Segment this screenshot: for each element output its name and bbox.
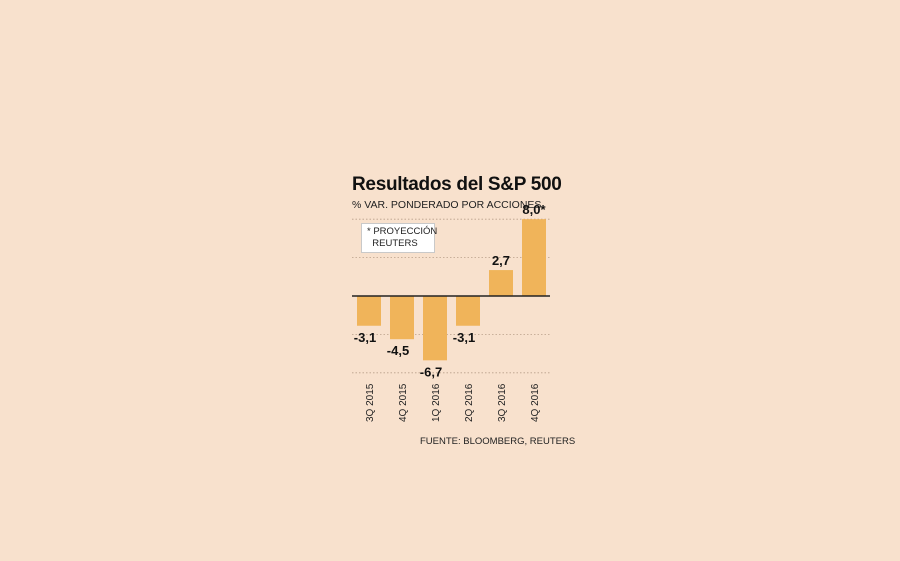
category-label: 3Q 2016	[497, 383, 508, 422]
bar-4q-2015	[390, 296, 414, 340]
gridlines	[352, 218, 550, 374]
value-label: -4,5	[387, 343, 409, 358]
value-label: -3,1	[354, 330, 376, 345]
bar-3q-2015	[357, 296, 381, 326]
source-note: FUENTE: BLOOMBERG, REUTERS	[420, 436, 576, 447]
category-labels: 3Q 2015 4Q 2015 1Q 2016 2Q 2016 3Q 2016 4Q 20…	[365, 383, 541, 422]
category-label: 4Q 2015	[398, 383, 409, 422]
bar-3q-2016	[489, 270, 513, 296]
value-label: -3,1	[453, 330, 475, 345]
category-label: 4Q 2016	[530, 383, 541, 422]
value-label: -6,7	[420, 364, 442, 379]
category-label: 3Q 2015	[365, 383, 376, 422]
bar-2q-2016	[456, 296, 480, 326]
value-labels: -3,1 -4,5 -6,7 -3,1 2,7 8,0*	[354, 202, 547, 379]
value-label: 2,7	[492, 253, 510, 268]
value-label: 8,0*	[522, 202, 546, 217]
projection-note: * PROYECCIÓN REUTERS	[361, 223, 437, 253]
bar-1q-2016	[423, 296, 447, 361]
bars	[357, 219, 546, 361]
category-label: 2Q 2016	[464, 383, 475, 422]
bar-4q-2016	[522, 219, 546, 296]
chart-subtitle: % VAR. PONDERADO POR ACCIONES	[352, 199, 542, 211]
chart-title: Resultados del S&P 500	[352, 174, 562, 195]
category-label: 1Q 2016	[431, 383, 442, 422]
